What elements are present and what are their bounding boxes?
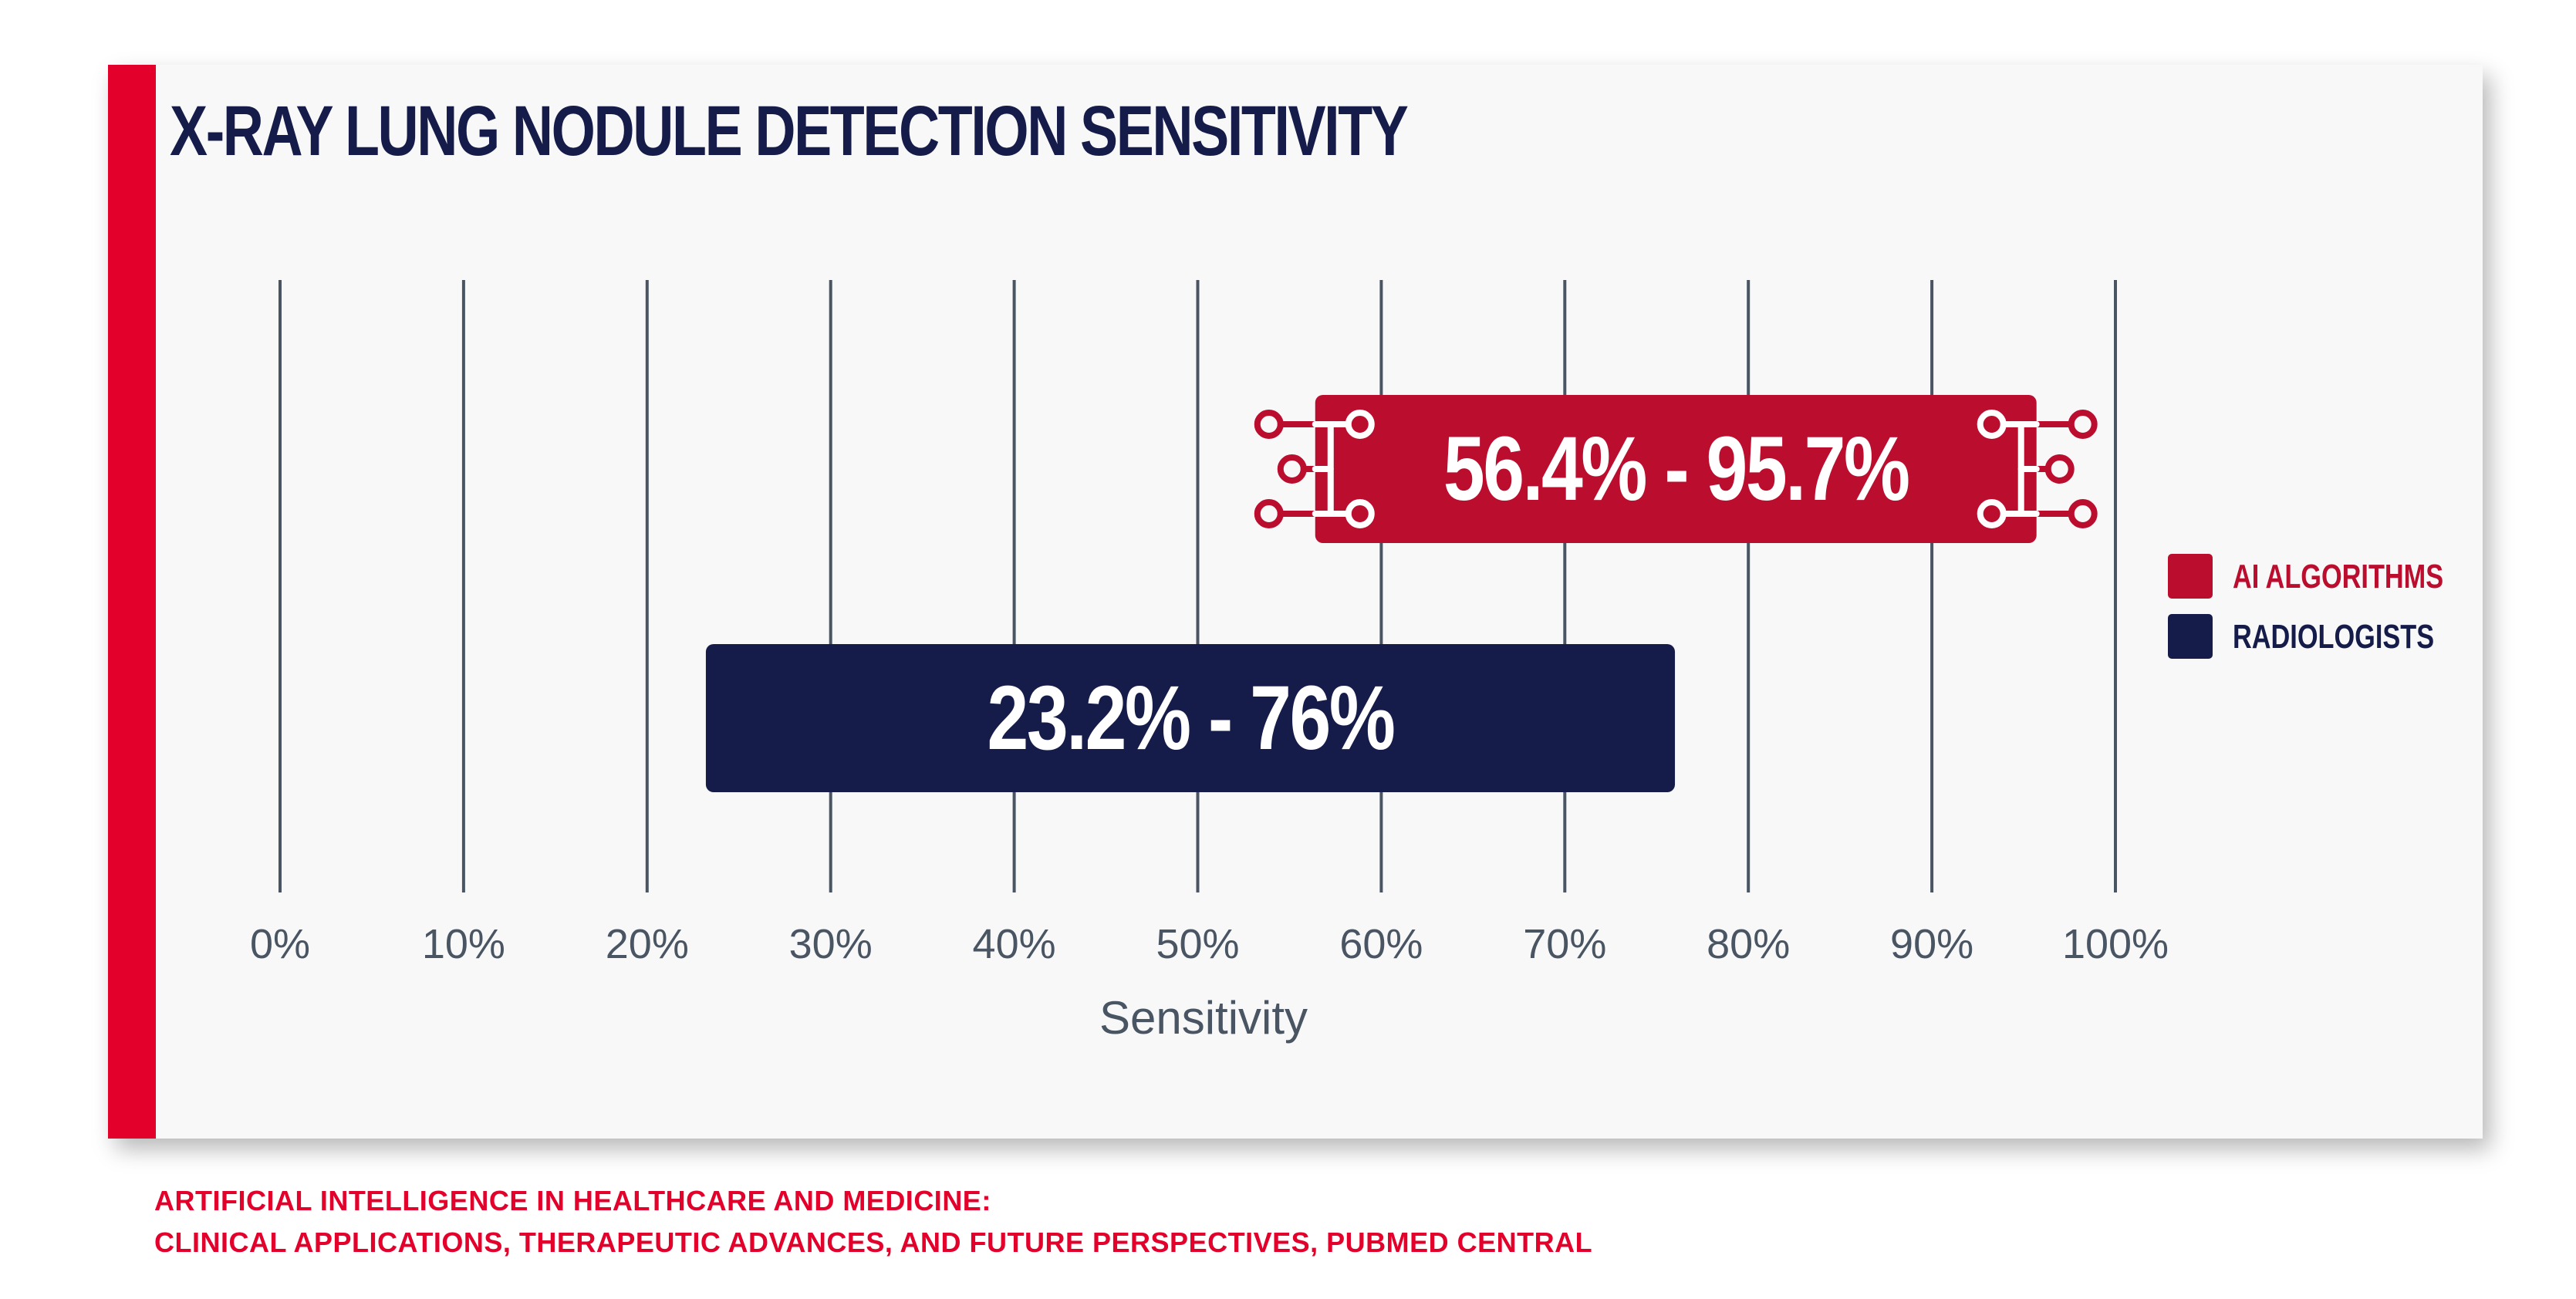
legend-swatch — [2168, 554, 2213, 599]
x-tick-label: 0% — [250, 921, 310, 967]
chart-title: X-RAY LUNG NODULE DETECTION SENSITIVITY — [170, 92, 1409, 170]
accent-strip — [108, 65, 156, 1139]
legend-swatch — [2168, 614, 2213, 659]
bar-data-label: 23.2% - 76% — [988, 666, 1395, 768]
range-bar — [1315, 395, 2037, 543]
legend-item: RADIOLOGISTS — [2168, 614, 2434, 659]
x-tick-label: 100% — [2062, 921, 2169, 967]
legend-label: AI ALGORITHMS — [2233, 558, 2443, 596]
circuit-icon-right — [1977, 410, 2098, 528]
source-line-1: ARTIFICIAL INTELLIGENCE IN HEALTHCARE AN… — [154, 1185, 991, 1216]
x-tick-label: 60% — [1339, 921, 1423, 967]
x-tick-labels: 0% 10% 20% 30% 40% 50% 60% 70% 80% 90% 100% — [250, 921, 2169, 967]
source-citation: ARTIFICIAL INTELLIGENCE IN HEALTHCARE AN… — [154, 1180, 1592, 1264]
x-axis-label: Sensitivity — [1099, 992, 1308, 1044]
x-tick-label: 70% — [1523, 921, 1606, 967]
range-bars: 56.4% - 95.7% 23.2% - 76% — [705, 395, 2098, 792]
x-tick-label: 20% — [606, 921, 689, 967]
x-tick-label: 90% — [1890, 921, 1973, 967]
x-tick-label: 10% — [422, 921, 505, 967]
gridlines — [279, 280, 2117, 892]
source-line-2: CLINICAL APPLICATIONS, THERAPEUTIC ADVAN… — [154, 1226, 1593, 1258]
legend-label: RADIOLOGISTS — [2233, 618, 2434, 656]
legend: AI ALGORITHMS RADIOLOGISTS — [2168, 554, 2443, 659]
legend-item: AI ALGORITHMS — [2168, 554, 2443, 599]
bar-data-label: 56.4% - 95.7% — [1443, 417, 1909, 519]
bar-ai-algorithms: 56.4% - 95.7% — [1254, 395, 2098, 543]
chart-card — [108, 65, 2483, 1139]
circuit-icon-left — [1254, 410, 1375, 528]
x-tick-label: 50% — [1156, 921, 1239, 967]
x-tick-label: 80% — [1707, 921, 1790, 967]
range-bar — [705, 644, 1676, 792]
bar-radiologists: 23.2% - 76% — [705, 644, 1676, 792]
x-tick-label: 30% — [789, 921, 873, 967]
x-tick-label: 40% — [973, 921, 1056, 967]
